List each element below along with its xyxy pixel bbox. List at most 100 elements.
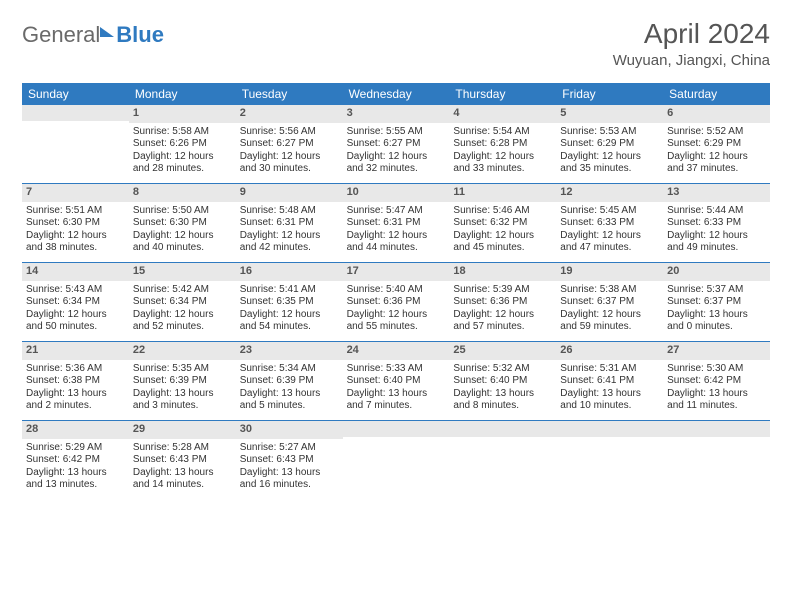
day-cell: 30Sunrise: 5:27 AMSunset: 6:43 PMDayligh… (236, 421, 343, 499)
day-info-line: Sunrise: 5:58 AM (133, 126, 232, 139)
week-row: 1 Sunrise: 5:58 AMSunset: 6:26 PM Daylight… (22, 105, 770, 184)
day-number: 22 (129, 342, 236, 360)
day-cell: 17Sunrise: 5:40 AMSunset: 6:36 PMDayligh… (343, 263, 450, 341)
day-info-line: and 32 minutes. (347, 163, 446, 176)
day-number: 14 (22, 263, 129, 281)
day-info-line: and 59 minutes. (560, 321, 659, 334)
day-info-line: Daylight: 12 hours (133, 309, 232, 322)
day-info-line: Sunset: 6:28 PM (453, 138, 552, 151)
day-info-line: and 49 minutes. (667, 242, 766, 255)
day-number: 7 (22, 184, 129, 202)
day-cell (343, 421, 450, 499)
day-cell: 27Sunrise: 5:30 AMSunset: 6:42 PMDayligh… (663, 342, 770, 420)
day-number: 29 (129, 421, 236, 439)
day-cell: 5Sunrise: 5:53 AMSunset: 6:29 PMDaylight… (556, 105, 663, 183)
day-cell: 22Sunrise: 5:35 AMSunset: 6:39 PMDayligh… (129, 342, 236, 420)
day-number: 23 (236, 342, 343, 360)
day-number: 13 (663, 184, 770, 202)
day-cell: 12Sunrise: 5:45 AMSunset: 6:33 PMDayligh… (556, 184, 663, 262)
day-info-line: Daylight: 13 hours (133, 467, 232, 480)
day-cell: 25Sunrise: 5:32 AMSunset: 6:40 PMDayligh… (449, 342, 556, 420)
day-info-line: Sunset: 6:37 PM (560, 296, 659, 309)
calendar: SundayMondayTuesdayWednesdayThursdayFrid… (22, 83, 770, 499)
day-number: 1 (129, 105, 236, 123)
day-info-line: Sunrise: 5:52 AM (667, 126, 766, 139)
day-info-line: Sunset: 6:29 PM (560, 138, 659, 151)
day-info-line: Daylight: 13 hours (453, 388, 552, 401)
day-info-line: Sunset: 6:40 PM (347, 375, 446, 388)
day-info-line: and 37 minutes. (667, 163, 766, 176)
day-cell: 20Sunrise: 5:37 AMSunset: 6:37 PMDayligh… (663, 263, 770, 341)
day-cell (449, 421, 556, 499)
day-info-line: Sunset: 6:26 PM (133, 138, 232, 151)
day-info-line: and 14 minutes. (133, 479, 232, 492)
day-info-line: Sunset: 6:40 PM (453, 375, 552, 388)
day-info-line: Sunset: 6:31 PM (347, 217, 446, 230)
day-info-line: Sunset: 6:36 PM (347, 296, 446, 309)
day-info-line: Daylight: 12 hours (560, 151, 659, 164)
day-info-line: and 38 minutes. (26, 242, 125, 255)
day-number: 24 (343, 342, 450, 360)
day-cell: 8Sunrise: 5:50 AMSunset: 6:30 PMDaylight… (129, 184, 236, 262)
day-info-line: Daylight: 12 hours (240, 309, 339, 322)
page-subtitle: Wuyuan, Jiangxi, China (613, 52, 770, 69)
day-info-line: and 35 minutes. (560, 163, 659, 176)
day-cell: 23Sunrise: 5:34 AMSunset: 6:39 PMDayligh… (236, 342, 343, 420)
day-info-line: Sunset: 6:43 PM (240, 454, 339, 467)
day-number: 21 (22, 342, 129, 360)
day-cell: 16Sunrise: 5:41 AMSunset: 6:35 PMDayligh… (236, 263, 343, 341)
day-info-line: Sunrise: 5:41 AM (240, 284, 339, 297)
day-info-line: Sunset: 6:39 PM (240, 375, 339, 388)
day-info-line: Sunrise: 5:51 AM (26, 205, 125, 218)
day-info-line: Sunrise: 5:39 AM (453, 284, 552, 297)
day-cell: 1Sunrise: 5:58 AMSunset: 6:26 PMDaylight… (129, 105, 236, 183)
day-info-line: and 0 minutes. (667, 321, 766, 334)
day-info-line: Sunset: 6:27 PM (347, 138, 446, 151)
day-info-line: Sunset: 6:27 PM (240, 138, 339, 151)
day-info-line: Sunrise: 5:46 AM (453, 205, 552, 218)
day-number: 3 (343, 105, 450, 123)
day-info-line: Sunrise: 5:53 AM (560, 126, 659, 139)
day-info-line: Daylight: 12 hours (667, 151, 766, 164)
day-cell: 21 Sunrise: 5:36 AMSunset: 6:38 PMDayligh… (22, 342, 129, 420)
day-number (663, 421, 770, 437)
day-info-line: and 2 minutes. (26, 400, 125, 413)
day-info-line: and 7 minutes. (347, 400, 446, 413)
day-info-line: Sunrise: 5:40 AM (347, 284, 446, 297)
logo-text-2: Blue (116, 22, 164, 48)
day-header: Friday (556, 83, 663, 105)
day-header: Sunday (22, 83, 129, 105)
day-info-line: Sunrise: 5:35 AM (133, 363, 232, 376)
day-number: 4 (449, 105, 556, 123)
day-info-line: and 11 minutes. (667, 400, 766, 413)
day-info-line: Sunrise: 5:44 AM (667, 205, 766, 218)
day-cell: 9Sunrise: 5:48 AMSunset: 6:31 PMDaylight… (236, 184, 343, 262)
day-cell: 7Sunrise: 5:51 AMSunset: 6:30 PMDaylight… (22, 184, 129, 262)
day-info-line: Daylight: 12 hours (560, 230, 659, 243)
day-info-line: Sunrise: 5:36 AM (26, 363, 125, 376)
day-number: 10 (343, 184, 450, 202)
logo-text-1: General (22, 22, 100, 48)
day-info-line: Daylight: 12 hours (453, 151, 552, 164)
day-info-line: Daylight: 13 hours (347, 388, 446, 401)
day-info-line: and 44 minutes. (347, 242, 446, 255)
day-info-line: Sunset: 6:38 PM (26, 375, 125, 388)
day-info-line: Sunrise: 5:33 AM (347, 363, 446, 376)
day-info-line: Daylight: 13 hours (26, 388, 125, 401)
day-info-line: and 33 minutes. (453, 163, 552, 176)
day-info-line: Sunrise: 5:37 AM (667, 284, 766, 297)
day-info-line: Daylight: 12 hours (453, 309, 552, 322)
day-info-line: Daylight: 12 hours (26, 230, 125, 243)
day-info-line: Daylight: 13 hours (667, 388, 766, 401)
day-info-line: Sunrise: 5:47 AM (347, 205, 446, 218)
day-number: 25 (449, 342, 556, 360)
day-info-line: Sunrise: 5:29 AM (26, 442, 125, 455)
logo: General Blue (22, 22, 164, 48)
day-info-line: and 13 minutes. (26, 479, 125, 492)
week-row: 7Sunrise: 5:51 AMSunset: 6:30 PMDaylight… (22, 184, 770, 263)
day-info-line: Sunrise: 5:56 AM (240, 126, 339, 139)
day-info-line: and 40 minutes. (133, 242, 232, 255)
day-info-line: Daylight: 13 hours (240, 388, 339, 401)
day-info-line: Sunset: 6:42 PM (26, 454, 125, 467)
day-number (449, 421, 556, 437)
